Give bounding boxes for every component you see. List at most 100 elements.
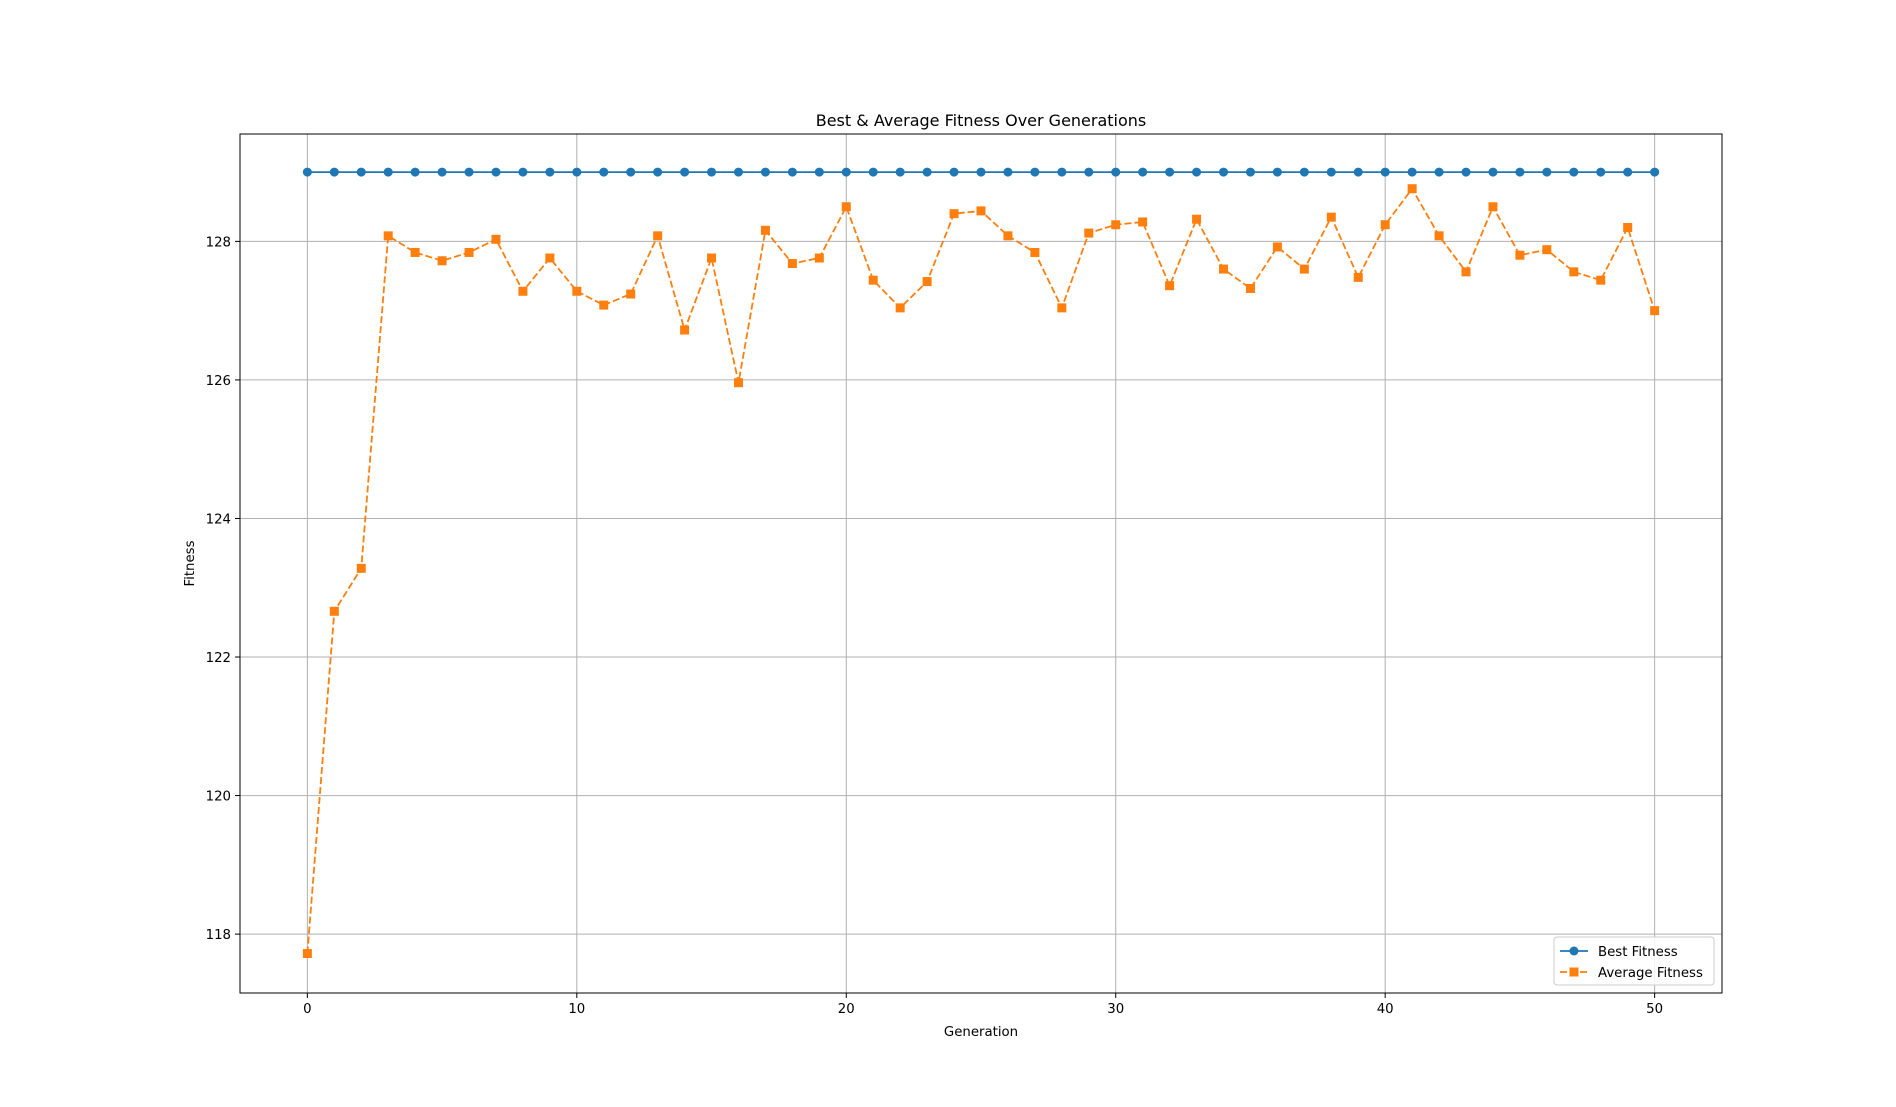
average-fitness-point <box>518 286 528 296</box>
average-fitness-point <box>491 234 501 244</box>
ticks: 0 10 20 30 40 50 118 120 122 124 126 128 <box>206 235 1663 1017</box>
grid <box>240 134 1722 993</box>
best-fitness-point <box>1434 167 1444 177</box>
average-fitness-point <box>626 289 636 299</box>
legend-marker-circle <box>1569 946 1579 956</box>
best-fitness-point <box>680 167 690 177</box>
plot-frame <box>239 133 1723 994</box>
y-tick-label: 120 <box>206 790 231 805</box>
average-fitness-point <box>1057 303 1067 313</box>
average-fitness-point <box>1030 247 1040 257</box>
best-fitness-point <box>302 167 312 177</box>
best-fitness-point <box>1515 167 1525 177</box>
y-tick-label: 128 <box>206 235 231 250</box>
best-fitness-point <box>356 167 366 177</box>
best-fitness-point <box>1219 167 1229 177</box>
average-fitness-point <box>868 275 878 285</box>
best-fitness-point <box>410 167 420 177</box>
best-fitness-point <box>653 167 663 177</box>
x-tick-label: 0 <box>303 1002 311 1017</box>
average-fitness-point <box>437 256 447 266</box>
average-fitness-point <box>1272 242 1282 252</box>
average-fitness-point <box>410 247 420 257</box>
best-fitness-point <box>1245 167 1255 177</box>
average-fitness-point <box>1326 212 1336 222</box>
best-fitness-point <box>868 167 878 177</box>
y-tick-label: 122 <box>206 651 231 666</box>
average-fitness-point <box>680 325 690 335</box>
legend-label: Best Fitness <box>1598 945 1678 960</box>
average-fitness-point <box>1542 245 1552 255</box>
best-fitness-point <box>1650 167 1660 177</box>
best-fitness-point <box>572 167 582 177</box>
average-fitness-point <box>895 303 905 313</box>
best-fitness-point <box>1407 167 1417 177</box>
average-fitness-point <box>1111 220 1121 230</box>
average-fitness-point <box>949 209 959 219</box>
average-fitness-point <box>329 606 339 616</box>
average-fitness-point <box>1353 272 1363 282</box>
best-fitness-point <box>383 167 393 177</box>
best-fitness-point <box>1461 167 1471 177</box>
best-fitness-point <box>976 167 986 177</box>
legend: Best Fitness Average Fitness <box>1553 936 1715 986</box>
best-fitness-point <box>1542 167 1552 177</box>
best-fitness-point <box>1596 167 1606 177</box>
x-tick-label: 20 <box>838 1002 855 1017</box>
average-fitness-point <box>922 277 932 287</box>
average-fitness-point <box>1407 184 1417 194</box>
average-fitness-point <box>1596 275 1606 285</box>
best-fitness-point <box>1272 167 1282 177</box>
x-tick-label: 40 <box>1377 1002 1394 1017</box>
legend-box <box>1553 936 1715 986</box>
best-fitness-point <box>1084 167 1094 177</box>
legend-marker-square <box>1569 967 1579 977</box>
average-fitness-point <box>760 225 770 235</box>
x-axis-label: Generation <box>944 1025 1018 1040</box>
legend-label: Average Fitness <box>1598 966 1703 981</box>
average-fitness-point <box>599 300 609 310</box>
best-fitness-point <box>1192 167 1202 177</box>
best-fitness-point <box>1380 167 1390 177</box>
best-fitness-point <box>1003 167 1013 177</box>
chart-title: Best & Average Fitness Over Generations <box>816 111 1147 130</box>
y-tick-label: 126 <box>206 374 231 389</box>
average-fitness-point <box>1138 217 1148 227</box>
average-fitness-point <box>1380 220 1390 230</box>
average-fitness-point <box>1434 231 1444 241</box>
average-fitness-point <box>787 259 797 269</box>
average-fitness-point <box>733 378 743 388</box>
best-fitness-point <box>518 167 528 177</box>
best-fitness-point <box>1569 167 1579 177</box>
average-fitness-point <box>707 253 717 263</box>
best-fitness-point <box>733 167 743 177</box>
y-tick-label: 124 <box>206 512 231 527</box>
best-fitness-point <box>1353 167 1363 177</box>
best-fitness-point <box>787 167 797 177</box>
x-tick-label: 30 <box>1107 1002 1124 1017</box>
average-fitness-point <box>814 253 824 263</box>
best-fitness-point <box>922 167 932 177</box>
best-fitness-point <box>626 167 636 177</box>
average-fitness-point <box>1623 223 1633 233</box>
best-fitness-point <box>1488 167 1498 177</box>
average-fitness-point <box>1461 267 1471 277</box>
average-fitness-point <box>1650 306 1660 316</box>
average-fitness-point <box>1219 264 1229 274</box>
average-fitness-point <box>383 231 393 241</box>
best-fitness-point <box>841 167 851 177</box>
best-fitness-point <box>1030 167 1040 177</box>
y-tick-label: 118 <box>206 928 231 943</box>
average-fitness-point <box>464 247 474 257</box>
average-fitness-point <box>356 563 366 573</box>
best-fitness-point <box>464 167 474 177</box>
best-fitness-point <box>707 167 717 177</box>
average-fitness-point <box>1192 214 1202 224</box>
best-fitness-point <box>895 167 905 177</box>
best-fitness-point <box>949 167 959 177</box>
best-fitness-point <box>1623 167 1633 177</box>
best-fitness-point <box>599 167 609 177</box>
y-axis-label: Fitness <box>183 540 198 586</box>
